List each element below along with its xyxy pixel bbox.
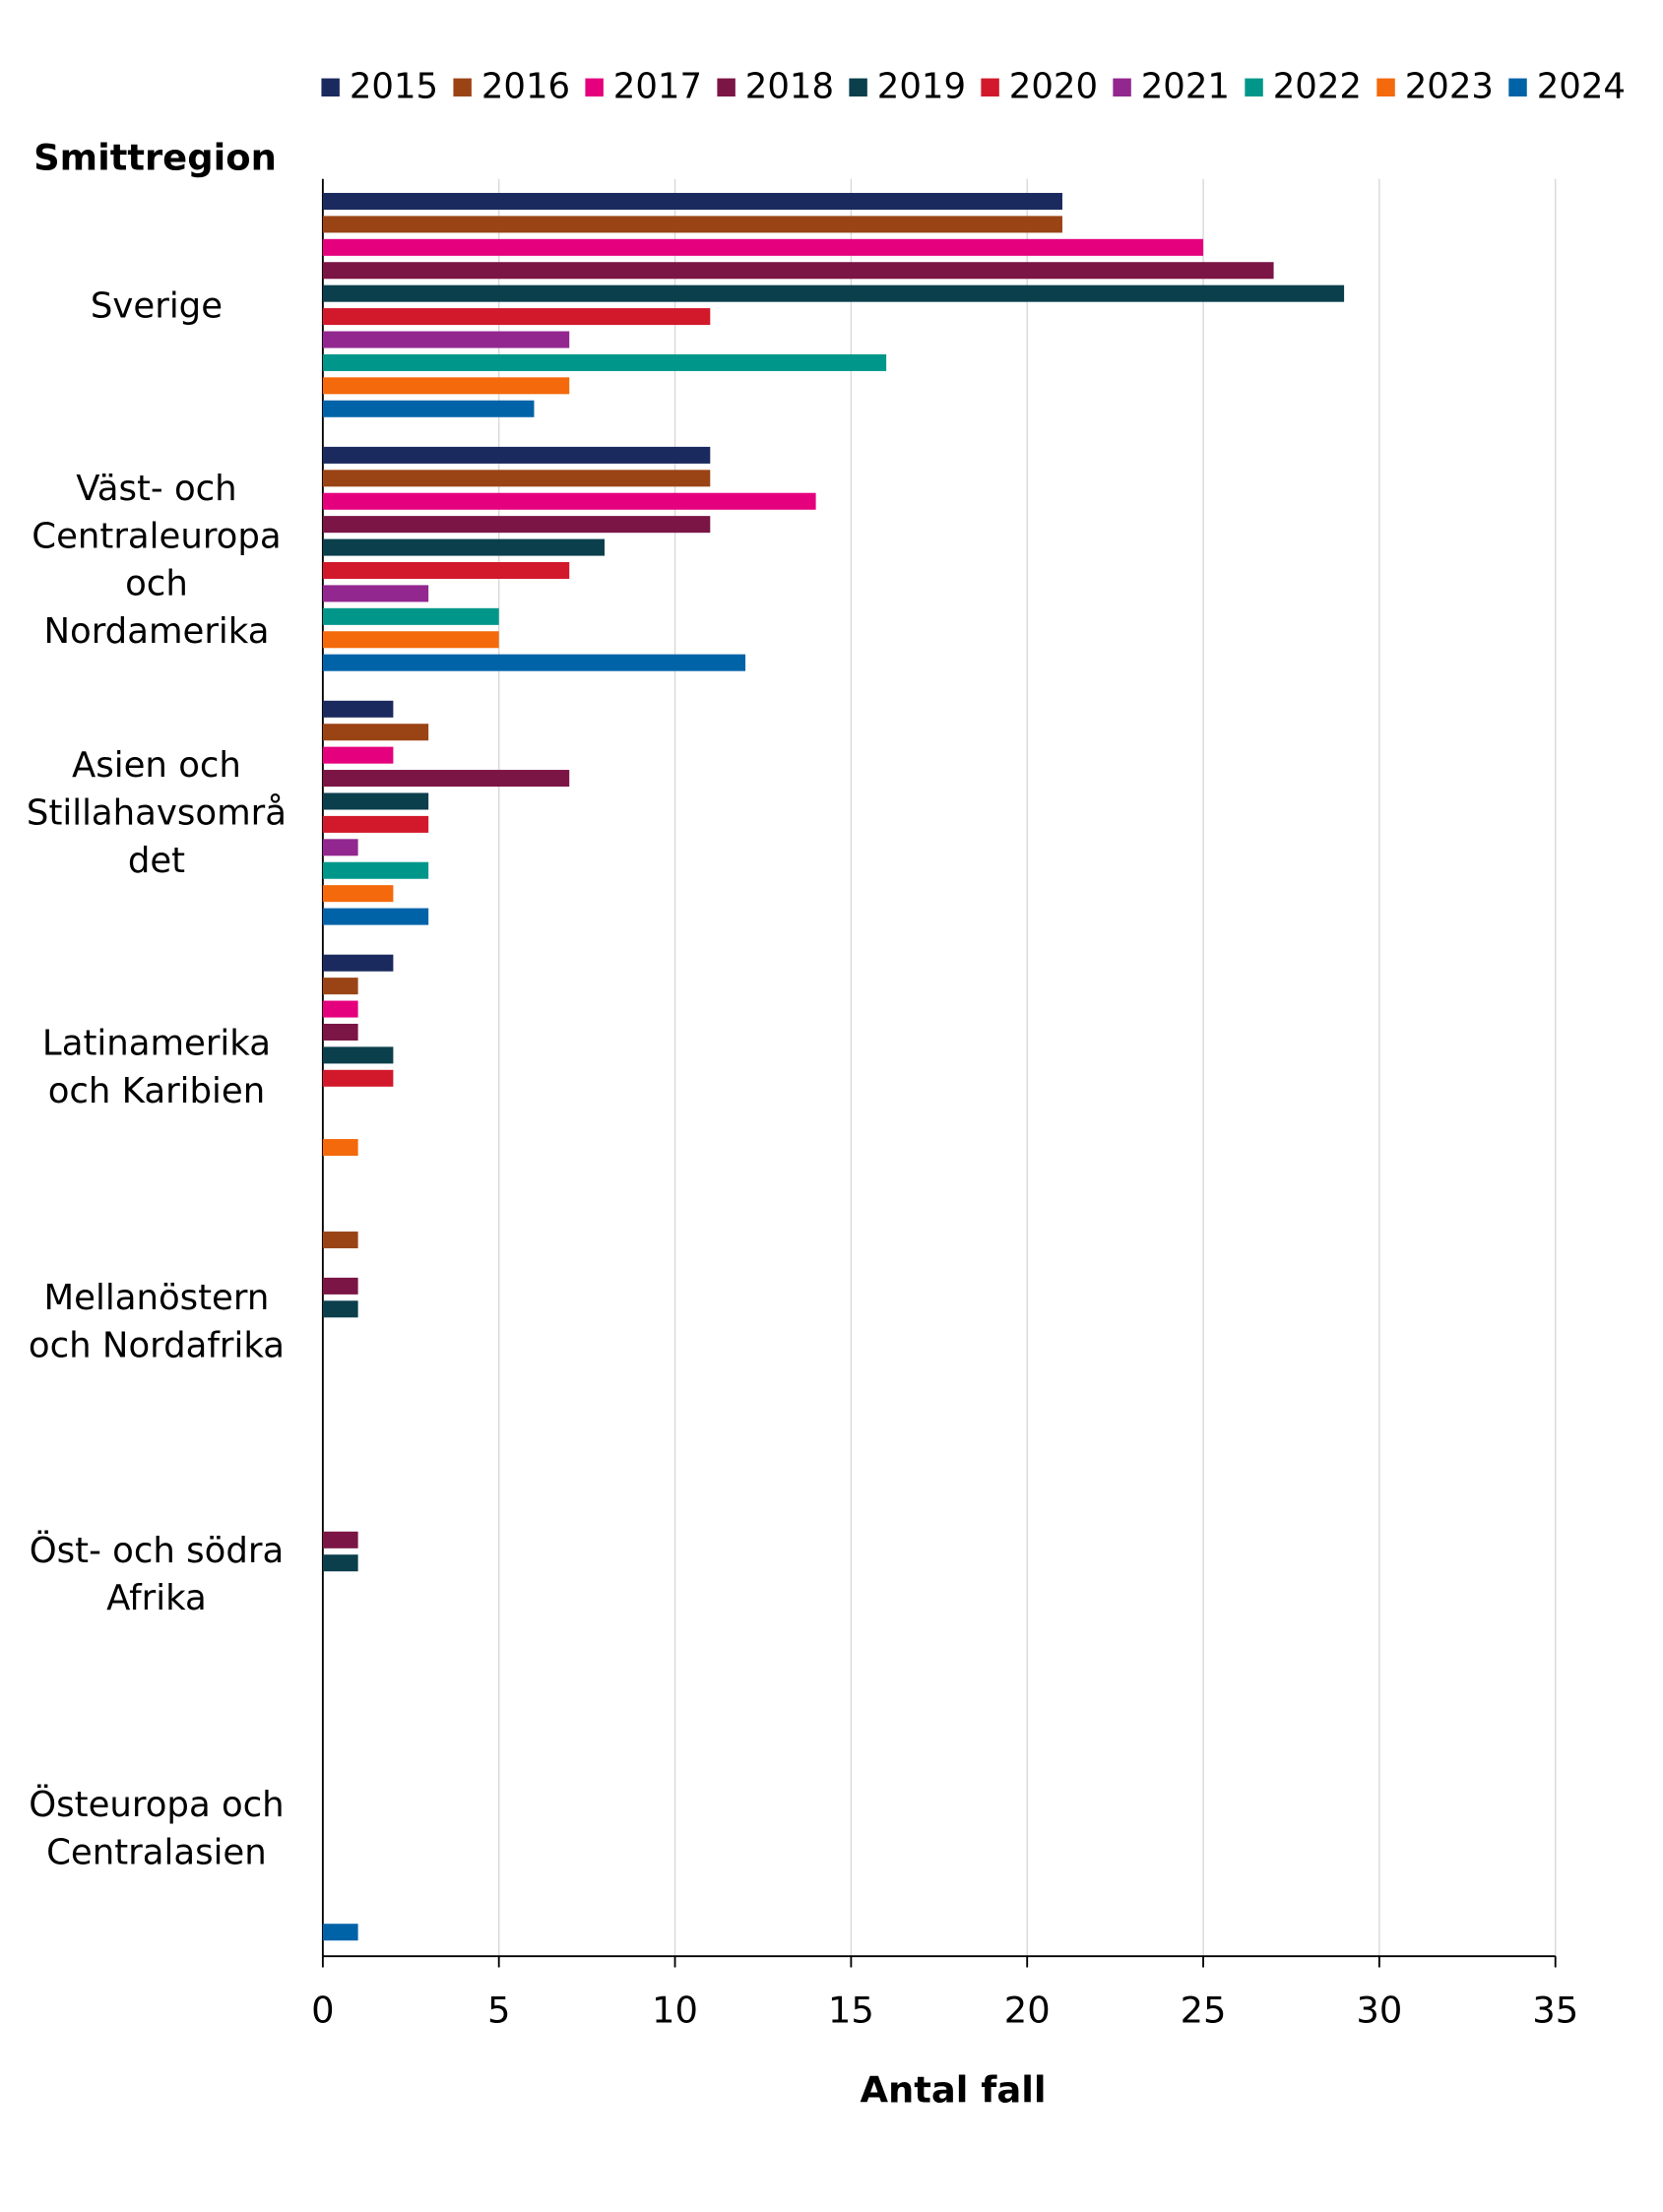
bar (322, 792, 429, 810)
bar (322, 954, 394, 972)
y-axis-title: Smittregion (33, 136, 277, 178)
bar (322, 861, 429, 879)
category-label-box: Öst- och södra Afrika (17, 1435, 296, 1715)
bar (322, 1531, 358, 1548)
legend-label: 2015 (350, 67, 438, 107)
legend-label: 2023 (1405, 67, 1494, 107)
legend-swatch (981, 78, 999, 97)
bar (322, 631, 499, 649)
legend-swatch (453, 78, 472, 97)
y-tick-label: Latinamerika och Karibien (41, 1023, 271, 1111)
bar (322, 585, 429, 602)
bar (322, 284, 1345, 302)
category-label-wrap: Mellanöstern och Nordafrika (17, 1181, 296, 1461)
bar (322, 885, 394, 903)
legend-swatch (1376, 78, 1395, 97)
bar (322, 446, 711, 464)
category-label-wrap: Östeuropa och Centralasien (17, 1689, 296, 1969)
x-tick-label: 20 (1004, 1989, 1051, 2031)
legend-swatch (1113, 78, 1131, 97)
bar (322, 654, 746, 671)
bar (322, 700, 394, 718)
legend-label: 2020 (1009, 67, 1098, 107)
x-axis-title: Antal fall (860, 2068, 1046, 2111)
y-tick-label: Öst- och södra Afrika (29, 1530, 285, 1619)
category-label-box: Mellanöstern och Nordafrika (17, 1181, 296, 1461)
bar (322, 561, 570, 580)
bar (322, 1046, 394, 1064)
bar (322, 1000, 358, 1018)
bar (322, 1139, 358, 1157)
category-label-wrap: Sverige (17, 166, 296, 446)
y-tick-label: Asien och Stillahavsområdet (26, 745, 288, 881)
x-tick-label: 5 (487, 1989, 510, 2031)
category-label-box: Latinamerika och Karibien (17, 928, 296, 1208)
x-tick-label: 25 (1181, 1989, 1227, 2031)
x-tick-label: 10 (652, 1989, 698, 2031)
bar (322, 1924, 358, 1941)
x-tick-label: 30 (1356, 1989, 1402, 2031)
bar (322, 516, 711, 534)
bar (322, 192, 1062, 211)
category-label-wrap: Öst- och södra Afrika (17, 1435, 296, 1715)
category-label-box: Asien och Stillahavsområdet (17, 674, 296, 954)
bar (322, 308, 711, 326)
bar (322, 607, 499, 625)
x-tick-label: 35 (1532, 1989, 1578, 2031)
bar (322, 770, 570, 788)
legend-label: 2016 (481, 67, 570, 107)
bar (322, 815, 429, 833)
category-label-wrap: Latinamerika och Karibien (17, 928, 296, 1208)
y-tick-label: Mellanöstern och Nordafrika (28, 1276, 286, 1365)
bar (322, 1277, 358, 1295)
legend-label: 2019 (877, 67, 966, 107)
bar (322, 216, 1062, 233)
legend-label: 2018 (745, 67, 834, 107)
legend-swatch (717, 78, 736, 97)
category-label-box: Väst- och Centraleuropa och Nordamerika (17, 420, 296, 700)
bar (322, 353, 887, 371)
legend-swatch (585, 78, 604, 97)
bar (322, 839, 358, 856)
x-tick-label: 15 (828, 1989, 874, 2031)
bar (322, 908, 429, 925)
bar (322, 978, 358, 995)
legend-label: 2024 (1537, 67, 1626, 107)
bar (322, 538, 606, 556)
y-tick-label: Sverige (90, 284, 224, 326)
y-tick-label: Väst- och Centraleuropa och Nordamerika (32, 467, 282, 651)
bar (322, 238, 1204, 256)
y-tick-label: Östeuropa och Centralasien (29, 1784, 285, 1873)
x-tick-label: 0 (311, 1989, 334, 2031)
legend-swatch (849, 78, 867, 97)
bar (322, 724, 429, 741)
bar (322, 1023, 358, 1041)
legend-label: 2017 (613, 67, 702, 107)
legend-swatch (1508, 78, 1527, 97)
bar (322, 400, 535, 417)
category-label-wrap: Asien och Stillahavsområdet (17, 674, 296, 954)
legend-swatch (1245, 78, 1263, 97)
bar (322, 1069, 394, 1087)
category-label-box: Sverige (17, 166, 296, 446)
bar (322, 470, 711, 487)
bar (322, 1232, 358, 1249)
bar (322, 377, 570, 395)
legend-label: 2022 (1273, 67, 1362, 107)
bar (322, 1554, 358, 1572)
bar (322, 746, 394, 764)
bar (322, 1300, 358, 1318)
bar (322, 262, 1274, 280)
bar (322, 492, 816, 510)
category-label-box: Östeuropa och Centralasien (17, 1689, 296, 1969)
category-label-wrap: Väst- och Centraleuropa och Nordamerika (17, 420, 296, 700)
bar (322, 331, 570, 348)
legend-swatch (321, 78, 340, 97)
legend-label: 2021 (1141, 67, 1230, 107)
